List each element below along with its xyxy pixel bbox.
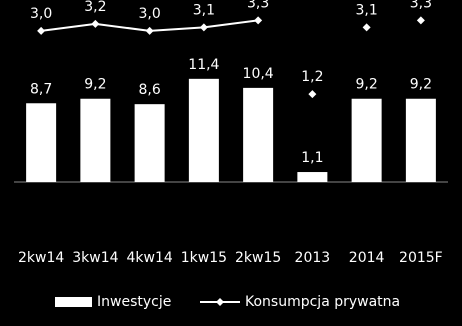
value-label: 8,7 [30,81,52,97]
legend-marker [216,298,224,306]
marker [91,19,100,28]
x-tick-label: 3kw14 [72,250,118,266]
x-tick-label: 2013 [295,250,331,266]
value-label: 1,2 [301,69,323,85]
value-label: 3,2 [84,0,106,15]
bar [297,172,328,182]
value-label: 8,6 [138,82,160,98]
value-label: 3,0 [138,6,160,22]
value-label: 9,2 [410,77,432,93]
value-label: 3,3 [410,0,432,11]
bar [26,103,57,182]
value-label: 11,4 [188,57,219,73]
x-tick-label: 4kw14 [126,250,172,266]
value-label: 9,2 [84,77,106,93]
value-label: 1,1 [301,150,323,166]
bar [351,98,382,182]
x-tick-label: 2kw14 [18,250,64,266]
bar [243,87,274,182]
legend-label: Inwestycje [97,294,171,310]
marker [145,26,154,35]
marker [254,16,263,25]
x-tick-label: 1kw15 [181,250,227,266]
value-label: 3,3 [247,0,269,11]
x-tick-label: 2014 [349,250,385,266]
x-tick-label: 2kw15 [235,250,281,266]
value-label: 3,1 [355,2,377,18]
x-tick-label: 2015F [399,250,443,266]
value-label: 3,1 [193,2,215,18]
value-label: 10,4 [243,66,274,82]
bar [188,78,219,182]
legend-swatch [55,297,92,307]
bar [134,104,165,182]
bar [405,98,436,182]
marker [362,23,371,32]
marker [308,90,317,99]
marker [199,23,208,32]
bar [80,98,111,182]
value-label: 3,0 [30,6,52,22]
marker [37,26,46,35]
legend-label: Konsumpcja prywatna [245,294,400,310]
value-label: 9,2 [355,77,377,93]
marker [416,16,425,25]
